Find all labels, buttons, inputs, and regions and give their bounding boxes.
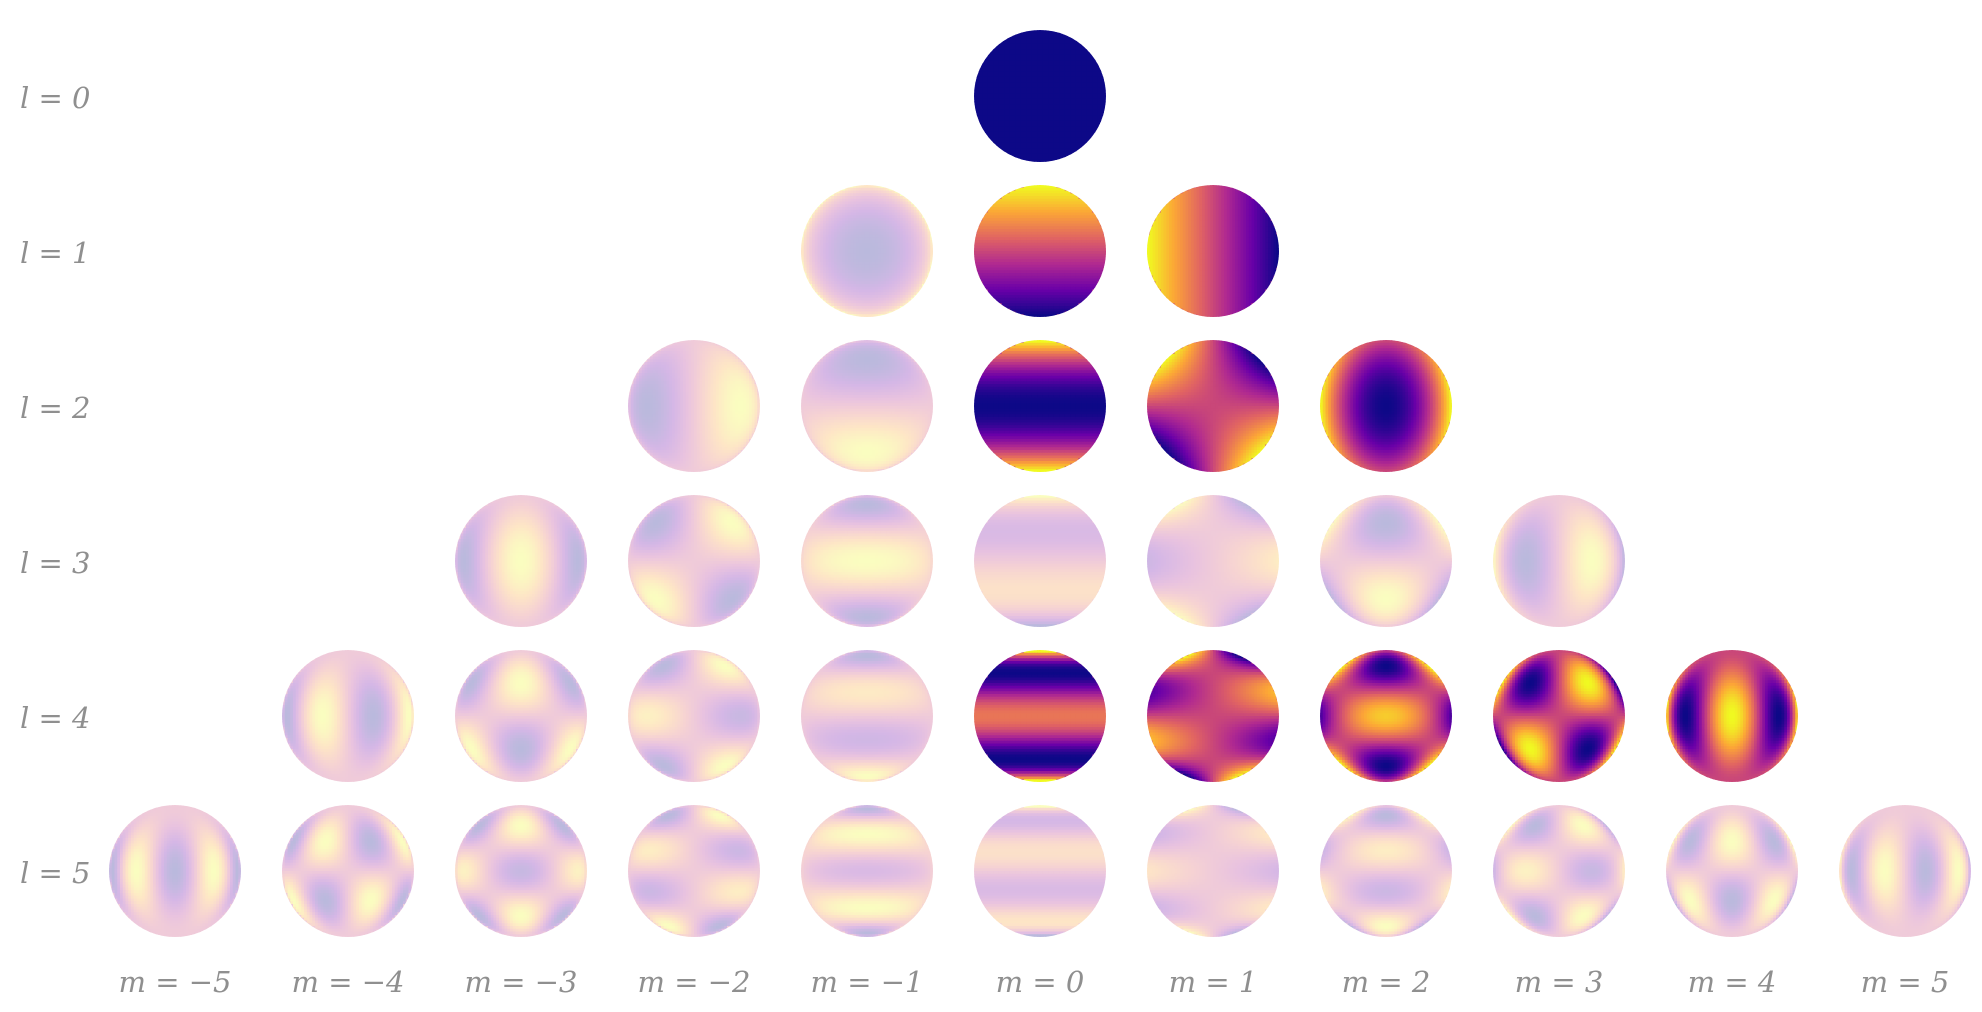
harmonic-disk-l2-m0 — [974, 340, 1107, 473]
column-label-m1: m = 1 — [1127, 968, 1299, 997]
harmonic-disk-l3-m2 — [1320, 495, 1453, 628]
column-label-m0: m = 0 — [954, 968, 1126, 997]
harmonic-disk-l4-mneg4 — [282, 650, 415, 783]
column-label-m4: m = 4 — [1646, 968, 1818, 997]
harmonic-disk-l5-mneg1 — [801, 805, 934, 938]
harmonic-disk-l2-m2 — [1320, 340, 1453, 473]
harmonic-disk-l5-mneg2 — [628, 805, 761, 938]
harmonic-disk-l4-mneg2 — [628, 650, 761, 783]
harmonic-disk-l3-m3 — [1493, 495, 1626, 628]
harmonic-disk-l5-mneg4 — [282, 805, 415, 938]
harmonic-disk-l4-m0 — [974, 650, 1107, 783]
column-label-m-neg1: m = −1 — [781, 968, 953, 997]
harmonic-disk-l4-m1 — [1147, 650, 1280, 783]
harmonic-disk-l0-m0 — [974, 30, 1107, 163]
harmonic-disk-l5-m2 — [1320, 805, 1453, 938]
harmonic-disk-l5-m1 — [1147, 805, 1280, 938]
column-label-m5: m = 5 — [1819, 968, 1982, 997]
row-label-l3: l = 3 — [20, 549, 130, 578]
harmonic-disk-l5-m3 — [1493, 805, 1626, 938]
harmonic-disk-l5-mneg3 — [455, 805, 588, 938]
row-label-l2: l = 2 — [20, 394, 130, 423]
harmonic-disk-l3-mneg1 — [801, 495, 934, 628]
row-label-l1: l = 1 — [20, 239, 130, 268]
harmonic-disk-l1-m0 — [974, 185, 1107, 318]
column-label-m-neg4: m = −4 — [262, 968, 434, 997]
harmonic-disk-l4-mneg1 — [801, 650, 934, 783]
column-label-m2: m = 2 — [1300, 968, 1472, 997]
row-label-l5: l = 5 — [20, 859, 130, 888]
row-label-l0: l = 0 — [20, 84, 130, 113]
column-label-m3: m = 3 — [1473, 968, 1645, 997]
harmonic-disk-l3-mneg2 — [628, 495, 761, 628]
harmonic-disk-l3-m1 — [1147, 495, 1280, 628]
harmonic-disk-l5-m0 — [974, 805, 1107, 938]
harmonic-disk-l1-m1 — [1147, 185, 1280, 318]
column-label-m-neg3: m = −3 — [435, 968, 607, 997]
harmonic-disk-l4-m4 — [1666, 650, 1799, 783]
column-label-m-neg5: m = −5 — [89, 968, 261, 997]
harmonic-disk-l4-m2 — [1320, 650, 1453, 783]
harmonic-disk-l4-m3 — [1493, 650, 1626, 783]
harmonic-disk-l1-mneg1 — [801, 185, 934, 318]
harmonic-disk-l4-mneg3 — [455, 650, 588, 783]
harmonic-disk-l5-m4 — [1666, 805, 1799, 938]
column-label-m-neg2: m = −2 — [608, 968, 780, 997]
harmonic-disk-l2-mneg2 — [628, 340, 761, 473]
harmonic-disk-l5-m5 — [1839, 805, 1972, 938]
row-label-l4: l = 4 — [20, 704, 130, 733]
harmonic-disk-l3-mneg3 — [455, 495, 588, 628]
harmonic-disk-l3-m0 — [974, 495, 1107, 628]
harmonic-disk-l2-mneg1 — [801, 340, 934, 473]
harmonic-disk-l2-m1 — [1147, 340, 1280, 473]
